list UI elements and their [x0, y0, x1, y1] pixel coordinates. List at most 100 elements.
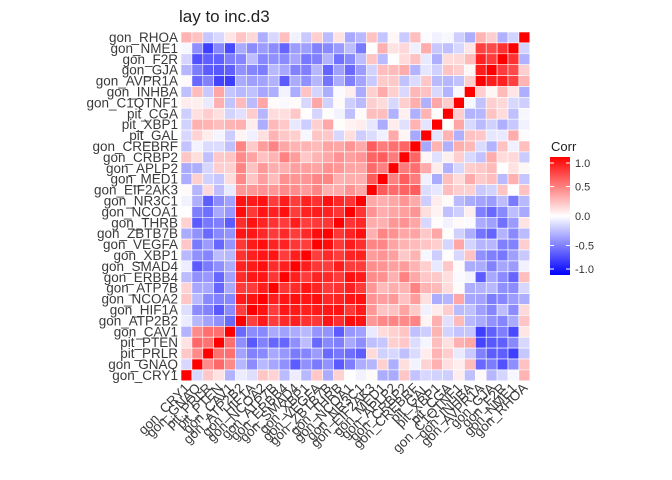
heatmap-cell: [322, 227, 334, 240]
heatmap-cell: [431, 336, 443, 349]
heatmap-cell: [409, 162, 422, 175]
heatmap-cell: [464, 325, 476, 338]
heatmap-cell: [518, 271, 531, 283]
heatmap-cell: [442, 260, 454, 273]
heatmap-cell: [289, 140, 302, 153]
heatmap-cell: [355, 304, 367, 316]
heatmap-cell: [180, 108, 193, 120]
heatmap-cell: [365, 108, 378, 120]
heatmap-cell: [300, 260, 313, 273]
y-tick-label: gon_EIF2AK3: [94, 183, 178, 198]
heatmap-cell: [453, 206, 465, 218]
heatmap-cell: [224, 108, 236, 120]
heatmap-cell: [246, 53, 258, 65]
heatmap-cell: [267, 369, 280, 382]
heatmap-cell: [202, 325, 215, 338]
heatmap-cell: [398, 151, 411, 164]
heatmap-cell: [355, 151, 367, 164]
heatmap-cell: [256, 129, 269, 142]
heatmap-cell: [376, 129, 389, 142]
heatmap-cell: [464, 195, 476, 207]
heatmap-cell: [224, 97, 236, 109]
heatmap-cell: [507, 271, 520, 283]
heatmap-cell: [420, 304, 432, 316]
heatmap-cell: [256, 336, 269, 349]
heatmap-cell: [485, 325, 498, 338]
heatmap-cell: [453, 97, 465, 109]
heatmap-cell: [224, 64, 236, 76]
heatmap-cell: [507, 217, 520, 229]
heatmap-cell: [442, 347, 454, 360]
heatmap-cell: [387, 151, 400, 164]
heatmap-cell: [213, 369, 225, 382]
heatmap-cell: [213, 315, 225, 327]
heatmap-cell: [246, 293, 258, 305]
y-tick-label: gon_CRBP2: [103, 150, 178, 165]
heatmap-cell: [300, 42, 313, 55]
heatmap-cell: [496, 358, 509, 371]
heatmap-cell: [518, 173, 531, 185]
heatmap-cell: [453, 347, 465, 360]
heatmap-cell: [300, 129, 313, 142]
heatmap-cell: [376, 75, 389, 87]
heatmap-cell: [355, 227, 367, 240]
y-tick-label: gon_CREBRF: [92, 139, 178, 154]
heatmap-cell: [431, 249, 443, 262]
heatmap-cell: [256, 173, 269, 185]
heatmap-cell: [213, 325, 225, 338]
heatmap-cell: [464, 260, 476, 273]
heatmap-cell: [344, 42, 356, 55]
heatmap-cell: [322, 249, 334, 262]
heatmap-cell: [333, 162, 345, 175]
heatmap-cell: [191, 97, 204, 109]
heatmap-cell: [398, 129, 411, 142]
heatmap-cell: [322, 315, 334, 327]
heatmap-cell: [322, 64, 334, 76]
heatmap-cell: [322, 184, 334, 196]
heatmap-cell: [420, 108, 432, 120]
heatmap-cell: [485, 293, 498, 305]
heatmap-cell: [256, 217, 269, 229]
heatmap-cell: [431, 162, 443, 175]
heatmap-cell: [322, 195, 334, 207]
heatmap-cell: [496, 129, 509, 142]
y-tick-label: gon_NR3C1: [104, 193, 178, 208]
heatmap-cell: [278, 325, 291, 338]
heatmap-cell: [311, 369, 323, 382]
heatmap-cell: [267, 217, 280, 229]
heatmap-cell: [202, 227, 215, 240]
heatmap-cell: [180, 325, 193, 338]
heatmap-cell: [496, 31, 509, 44]
heatmap-cell: [202, 347, 215, 360]
heatmap-cell: [387, 206, 400, 218]
heatmap-cell: [224, 358, 236, 371]
heatmap-cell: [376, 53, 389, 65]
heatmap-cell: [311, 282, 323, 294]
heatmap-cell: [431, 271, 443, 283]
heatmap-cell: [311, 358, 323, 371]
heatmap-cell: [213, 238, 225, 251]
heatmap-cell: [507, 31, 520, 44]
heatmap-cell: [267, 206, 280, 218]
heatmap-cell: [267, 64, 280, 76]
heatmap-cell: [202, 151, 215, 164]
heatmap-cell: [507, 42, 520, 55]
heatmap-cell: [289, 42, 302, 55]
heatmap-cell: [256, 151, 269, 164]
heatmap-cell: [344, 238, 356, 251]
heatmap-cell: [246, 173, 258, 185]
heatmap-cell: [474, 206, 487, 218]
heatmap-cell: [256, 227, 269, 240]
heatmap-cell: [322, 358, 334, 371]
heatmap-cell: [322, 129, 334, 142]
heatmap-cell: [256, 184, 269, 196]
heatmap-cell: [464, 304, 476, 316]
heatmap-cell: [420, 217, 432, 229]
heatmap-cell: [442, 358, 454, 371]
heatmap-cell: [344, 195, 356, 207]
heatmap-cell: [409, 184, 422, 196]
heatmap-cell: [518, 64, 531, 76]
heatmap-cell: [376, 140, 389, 153]
heatmap-cell: [213, 86, 225, 98]
heatmap-cell: [180, 42, 193, 55]
